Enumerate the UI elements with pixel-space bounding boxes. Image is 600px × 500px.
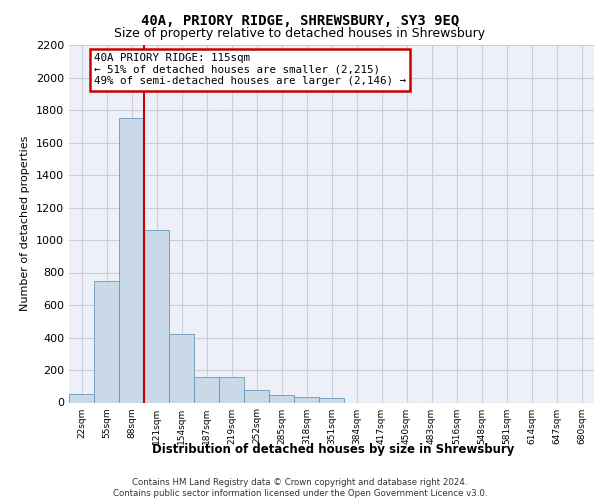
Text: 40A, PRIORY RIDGE, SHREWSBURY, SY3 9EQ: 40A, PRIORY RIDGE, SHREWSBURY, SY3 9EQ	[141, 14, 459, 28]
Bar	[144, 230, 169, 402]
Bar	[219, 378, 244, 402]
Bar	[294, 397, 319, 402]
Bar	[119, 118, 144, 403]
Bar	[69, 394, 94, 402]
Text: Size of property relative to detached houses in Shrewsbury: Size of property relative to detached ho…	[115, 28, 485, 40]
Text: Distribution of detached houses by size in Shrewsbury: Distribution of detached houses by size …	[152, 442, 514, 456]
Bar	[94, 280, 119, 402]
Bar	[194, 378, 219, 402]
Bar	[244, 390, 269, 402]
Y-axis label: Number of detached properties: Number of detached properties	[20, 136, 31, 312]
Bar	[269, 395, 294, 402]
Bar	[319, 398, 344, 402]
Bar	[169, 334, 194, 402]
Text: 40A PRIORY RIDGE: 115sqm
← 51% of detached houses are smaller (2,215)
49% of sem: 40A PRIORY RIDGE: 115sqm ← 51% of detach…	[94, 53, 406, 86]
Text: Contains HM Land Registry data © Crown copyright and database right 2024.
Contai: Contains HM Land Registry data © Crown c…	[113, 478, 487, 498]
